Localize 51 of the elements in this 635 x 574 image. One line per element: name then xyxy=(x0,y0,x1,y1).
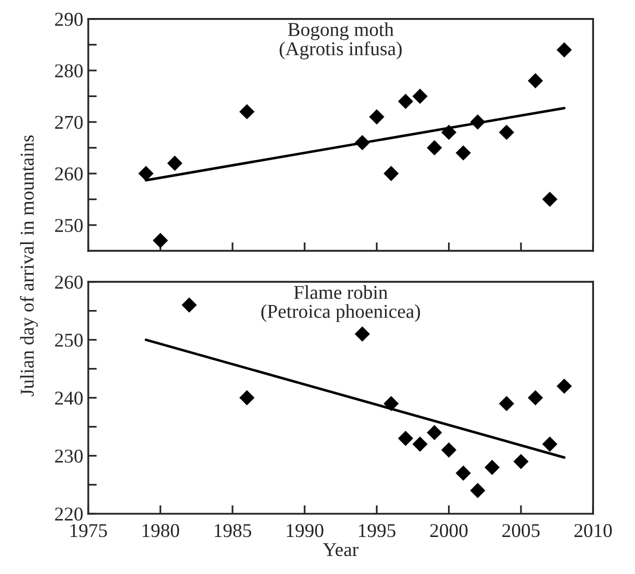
x-tick-label: 2010 xyxy=(574,524,612,538)
point xyxy=(412,436,428,452)
y-tick-label: 240 xyxy=(55,392,83,405)
point xyxy=(138,166,154,182)
point xyxy=(167,156,182,171)
point xyxy=(152,232,168,248)
point xyxy=(528,73,544,88)
y-tick-label: 260 xyxy=(55,167,83,180)
point xyxy=(498,124,514,140)
point xyxy=(426,424,442,440)
point xyxy=(441,442,456,458)
y-tick-label: 270 xyxy=(55,116,83,129)
y-tick-label: 290 xyxy=(55,12,83,26)
point xyxy=(412,88,428,104)
point xyxy=(456,466,471,481)
point xyxy=(398,430,414,446)
point xyxy=(542,192,558,207)
x-tick-label: 1975 xyxy=(70,524,107,538)
text: Bogong moth (Agrotis infusa) xyxy=(280,22,402,60)
y-tick-label: 280 xyxy=(55,64,83,78)
point xyxy=(556,378,572,394)
point xyxy=(556,42,572,58)
point xyxy=(182,297,197,313)
y-tick-label: 250 xyxy=(55,218,83,232)
x-tick-label: 1980 xyxy=(142,524,180,538)
point xyxy=(456,145,471,161)
point xyxy=(470,482,486,498)
point xyxy=(498,396,514,412)
point xyxy=(369,109,384,124)
x-tick-label: 1995 xyxy=(359,524,396,538)
y-tick-label: 250 xyxy=(55,334,83,347)
point xyxy=(513,454,529,470)
y-tick-label: 220 xyxy=(55,508,83,521)
point xyxy=(398,94,414,109)
y-tick-label: 260 xyxy=(55,276,83,289)
y-tick-label: 230 xyxy=(55,450,83,463)
point xyxy=(239,390,255,406)
point xyxy=(484,460,500,475)
point xyxy=(528,390,544,406)
x-tick-label: 2005 xyxy=(502,524,540,538)
point xyxy=(384,166,399,182)
point xyxy=(542,436,558,452)
x-tick-label: 1985 xyxy=(214,524,252,538)
point xyxy=(354,326,370,342)
x-axis-title: Year xyxy=(322,543,358,556)
text: Flame robin (Petroica phoenicea) xyxy=(261,285,420,322)
x-tick-label: 1990 xyxy=(286,524,324,538)
y-axis-title: Julian day of arrival in mountains xyxy=(20,135,38,396)
point xyxy=(426,140,442,156)
point xyxy=(239,104,255,120)
x-tick-label: 2000 xyxy=(430,524,468,538)
